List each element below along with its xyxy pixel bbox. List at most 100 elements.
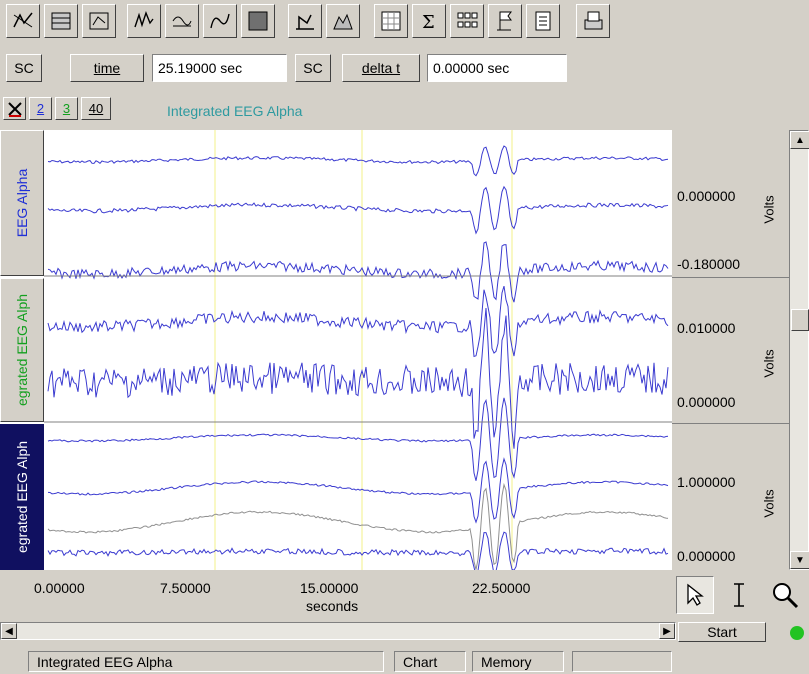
zoom-icon	[773, 583, 799, 609]
curve-icon	[210, 13, 230, 29]
channel-label-1-text: EEG Alpha	[14, 168, 30, 238]
arrow-cursor-icon	[687, 583, 704, 606]
delta-t-value-field[interactable]: 0.00000 sec	[427, 54, 567, 82]
trace-integrated-2	[47, 457, 669, 524]
status-extra	[572, 651, 672, 672]
time-axis: 0.00000 7.50000 15.00000 22.50000 second…	[0, 570, 672, 620]
hatch-fill-button[interactable]	[44, 4, 78, 38]
trace-integrated-1	[47, 397, 669, 481]
trace-raw-1	[47, 241, 669, 303]
start-button[interactable]: Start	[678, 622, 766, 642]
scale-2-unit: Volts	[761, 349, 777, 378]
overlay-icon	[172, 16, 192, 27]
scale-1-top: 0.000000	[677, 188, 736, 204]
scale-1-bottom: -0.180000	[677, 256, 741, 272]
scale-channel-3[interactable]: 1.000000 0.000000 Volts	[672, 424, 789, 570]
scale-channel-2[interactable]: 0.010000 0.000000 Volts	[672, 278, 789, 424]
scale-3-bottom: 0.000000	[677, 548, 736, 564]
status-memory: Memory	[472, 651, 564, 672]
delta-t-button[interactable]: delta t	[342, 54, 420, 82]
mountain-chart-button[interactable]	[326, 4, 360, 38]
curve-button[interactable]	[203, 4, 237, 38]
horizontal-scrollbar[interactable]: ◀ ▶	[0, 622, 676, 640]
trace-alpha-1	[47, 145, 669, 177]
scale-channel-1[interactable]: 0.000000 -0.180000 Volts	[672, 130, 789, 278]
scale-2-top: 0.010000	[677, 320, 736, 336]
scroll-left-button[interactable]: ◀	[1, 623, 17, 639]
solid-block-button[interactable]	[241, 4, 275, 38]
sigma-button[interactable]: Σ	[412, 4, 446, 38]
channel-label-3-text: egrated EEG Alph	[14, 440, 30, 554]
flag-icon	[497, 11, 512, 31]
close-icon	[7, 101, 22, 117]
print-button[interactable]	[576, 4, 610, 38]
channels-grid-button[interactable]	[450, 4, 484, 38]
trace-integrated-gray	[47, 482, 669, 570]
scale-chart-icon	[296, 14, 314, 30]
x-tick-label: 0.00000	[34, 580, 85, 596]
scroll-down-button[interactable]: ▼	[790, 551, 809, 569]
recording-status-led	[790, 626, 804, 640]
arrow-cursor-tool[interactable]	[676, 576, 714, 614]
main-toolbar: Σ	[0, 0, 809, 46]
triangle-up-icon: ▲	[795, 134, 805, 146]
cursor-readout-row: SC time 25.19000 sec SC delta t 0.00000 …	[0, 50, 809, 86]
status-mode: Chart	[394, 651, 466, 672]
overlay-button[interactable]	[165, 4, 199, 38]
time-button[interactable]: time	[70, 54, 144, 82]
scale-3-top: 1.000000	[677, 474, 736, 490]
close-channels-button[interactable]	[3, 97, 26, 120]
scroll-up-button[interactable]: ▲	[790, 131, 809, 149]
notebook-button[interactable]	[526, 4, 560, 38]
scale-column: 0.000000 -0.180000 Volts 0.010000 0.0000…	[672, 130, 789, 570]
solid-block-icon	[248, 11, 268, 31]
waveform-icon	[134, 10, 154, 28]
channel-count-2-button[interactable]: 2	[29, 97, 52, 120]
time-value-field[interactable]: 25.19000 sec	[152, 54, 287, 82]
scope-toggle-icon	[13, 12, 33, 28]
sc-button-time[interactable]: SC	[6, 54, 42, 82]
triangle-left-icon: ◀	[5, 625, 13, 637]
x-axis-unit: seconds	[306, 598, 359, 614]
scroll-thumb[interactable]	[791, 309, 809, 331]
status-bar: Integrated EEG Alpha Chart Memory	[0, 648, 809, 674]
scale-chart-button[interactable]	[288, 4, 322, 38]
sigma-icon: Σ	[422, 12, 435, 33]
scale-1-unit: Volts	[761, 195, 777, 224]
channel-row: 2 3 40 Integrated EEG Alpha	[0, 92, 809, 128]
trace-raw-2	[47, 285, 669, 358]
trace-area[interactable]: EEG Alpha egrated EEG Alph egrated EEG A…	[0, 130, 672, 570]
trace-plot	[44, 130, 672, 570]
grid-button[interactable]	[374, 4, 408, 38]
trace-cursor-button[interactable]	[82, 4, 116, 38]
triangle-down-icon: ▼	[795, 554, 805, 566]
ibeam-cursor-icon	[734, 583, 744, 607]
flag-button[interactable]	[488, 4, 522, 38]
cursor-tools	[672, 574, 809, 618]
triangle-right-icon: ▶	[663, 625, 671, 637]
status-channel: Integrated EEG Alpha	[28, 651, 384, 672]
x-tick-label: 7.50000	[160, 580, 211, 596]
channel-count-3-button[interactable]: 3	[55, 97, 78, 120]
vertical-scrollbar[interactable]: ▲ ▼	[789, 130, 809, 570]
waveform-button[interactable]	[127, 4, 161, 38]
mountain-chart-icon	[333, 13, 353, 30]
channel-count-40-button[interactable]: 40	[81, 97, 111, 120]
svg-text:Σ: Σ	[422, 12, 435, 33]
channel-label-1[interactable]: EEG Alpha	[0, 130, 44, 276]
scope-toggle-button[interactable]	[6, 4, 40, 38]
sc-button-delta[interactable]: SC	[295, 54, 331, 82]
channel-label-2-text: egrated EEG Alph	[14, 293, 30, 407]
x-tick-label: 22.50000	[472, 580, 531, 596]
channel-label-2[interactable]: egrated EEG Alph	[0, 278, 44, 422]
trace-alpha-2	[47, 185, 669, 235]
x-tick-label: 15.00000	[300, 580, 359, 596]
print-icon	[584, 11, 603, 30]
ibeam-cursor-tool[interactable]	[720, 576, 758, 614]
scroll-right-button[interactable]: ▶	[659, 623, 675, 639]
scale-3-unit: Volts	[761, 489, 777, 518]
zoom-tool[interactable]	[766, 576, 804, 614]
trace-spikes	[47, 531, 669, 570]
channel-title: Integrated EEG Alpha	[167, 103, 303, 119]
channel-label-3[interactable]: egrated EEG Alph	[0, 424, 44, 570]
